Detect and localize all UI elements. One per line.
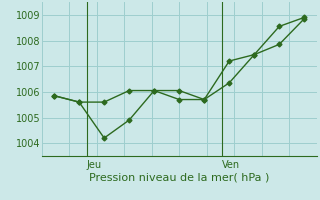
Text: Ven: Ven — [222, 160, 240, 170]
Text: Jeu: Jeu — [87, 160, 102, 170]
X-axis label: Pression niveau de la mer( hPa ): Pression niveau de la mer( hPa ) — [89, 173, 269, 183]
